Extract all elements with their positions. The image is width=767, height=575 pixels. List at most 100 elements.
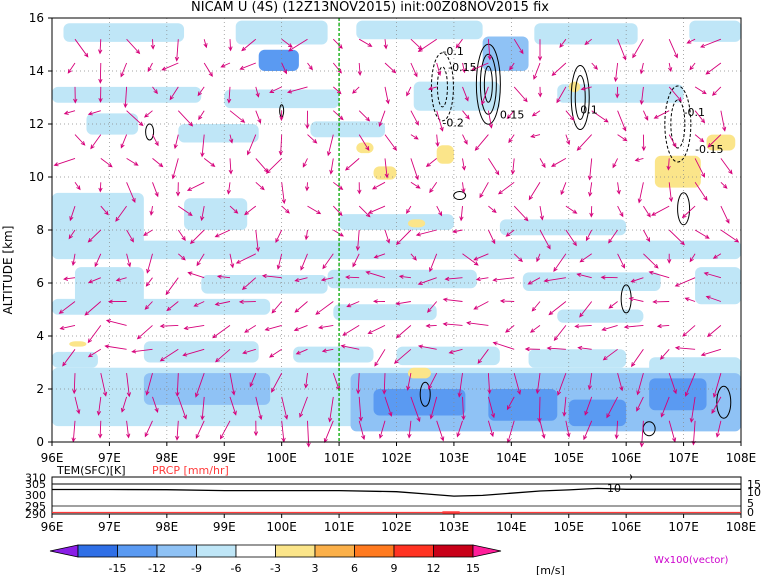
wind-vector (543, 277, 566, 283)
wind-vector (565, 420, 571, 438)
wind-vector (255, 86, 260, 98)
x-tick-label: 98E (155, 451, 178, 465)
contour (453, 191, 467, 201)
x-tick-label: 104E (496, 520, 527, 534)
contour (145, 123, 155, 141)
colorbar-label: 9 (391, 562, 398, 575)
wind-vector (216, 274, 231, 279)
wind-vector (357, 182, 362, 195)
wind-vector (488, 205, 497, 213)
contour-label: 0.15 (500, 109, 524, 122)
wind-vector (255, 396, 263, 421)
wind-vector (200, 206, 205, 222)
wind-vector (660, 396, 670, 418)
wind-vector (67, 62, 76, 74)
wind-vector (608, 301, 618, 309)
wind-vector (682, 325, 696, 337)
wind-vector (614, 420, 619, 440)
x-tick-label: 97E (98, 520, 121, 534)
wind-vector (229, 396, 237, 416)
wind-vector (652, 299, 670, 304)
left-tick-label: 305 (25, 478, 46, 491)
wind-vector (462, 86, 469, 102)
wind-vector (415, 229, 437, 237)
wind-vector (131, 348, 153, 354)
wind-vector (417, 277, 437, 285)
shade-patch (499, 219, 627, 236)
wind-vector (509, 62, 515, 71)
wind-vector (410, 158, 419, 181)
wind-vector (299, 396, 308, 418)
wind-vector (100, 205, 109, 216)
wind-vector (639, 62, 644, 75)
wind-vector (417, 344, 437, 350)
x-tick-label: 106E (611, 520, 642, 534)
wind-vector (241, 38, 257, 52)
wind-vector (429, 182, 438, 194)
wind-vector (492, 341, 515, 350)
y-axis-label: ALTITUDE [km] (1, 226, 15, 315)
wind-vector (98, 420, 103, 439)
x-tick-label: 108E (726, 520, 757, 534)
wind-vector (712, 253, 722, 259)
wind-vector (506, 110, 515, 120)
wind-vector (189, 229, 205, 245)
wind-vector (378, 420, 386, 439)
wind-vector (200, 396, 205, 421)
wind-vector (229, 205, 239, 214)
wind-vector (183, 324, 205, 331)
x-tick-label: 99E (213, 520, 236, 534)
wind-vector (255, 181, 265, 191)
wind-vector (707, 134, 722, 148)
wind-vector (294, 277, 308, 283)
wind-vector (674, 277, 696, 287)
wind-vector (195, 420, 205, 440)
grid-lines (52, 18, 741, 442)
wind-vector (332, 38, 343, 49)
wind-vector (457, 373, 463, 398)
wind-vector (345, 158, 360, 171)
contour-labels: -0.1 -0.15 -0.2 0.15 0.1 -0.1 -0.15 (442, 45, 723, 156)
wind-vector (226, 182, 231, 195)
right-tick-label: 5 (747, 497, 754, 510)
wind-vector (628, 296, 644, 302)
x-tick-label: 102E (381, 520, 412, 534)
wind-vector (461, 158, 467, 171)
wind-vector (264, 324, 282, 332)
wind-vector (583, 420, 593, 441)
wind-vector (448, 348, 463, 354)
shade-patch (293, 346, 374, 363)
wind-vector (589, 206, 594, 218)
surface-panel: 10 (51, 476, 742, 515)
colorbar-label: -3 (270, 562, 281, 575)
wind-vector (367, 324, 386, 334)
wind-vector (265, 158, 283, 174)
wind-vector (584, 396, 593, 416)
wind-vector (537, 39, 543, 62)
wind-vector (169, 86, 179, 101)
wind-vector (395, 229, 412, 246)
shade-patch (74, 267, 144, 305)
wind-vector (384, 229, 391, 244)
wind-vector (694, 110, 706, 124)
wind-vector (531, 110, 541, 117)
wind-vector (87, 229, 102, 243)
wind-vector (410, 253, 417, 261)
x-tick-label: 103E (439, 520, 470, 534)
wind-vector (473, 253, 489, 261)
wind-vector (510, 158, 516, 175)
wind-vector (410, 181, 421, 189)
contour-label: -0.1 (442, 45, 463, 58)
wind-vector (565, 134, 571, 146)
shade-patch (413, 81, 500, 111)
wind-vector (537, 396, 542, 423)
wind-vector (705, 295, 722, 302)
wind-vector (166, 301, 179, 312)
wind-vector (648, 270, 670, 279)
wind-vector (145, 277, 153, 287)
wind-vector (634, 157, 644, 162)
wind-vector (492, 277, 515, 282)
colorbar-label: 3 (312, 562, 319, 575)
shade-patch (235, 20, 328, 45)
wind-vector (477, 349, 489, 364)
